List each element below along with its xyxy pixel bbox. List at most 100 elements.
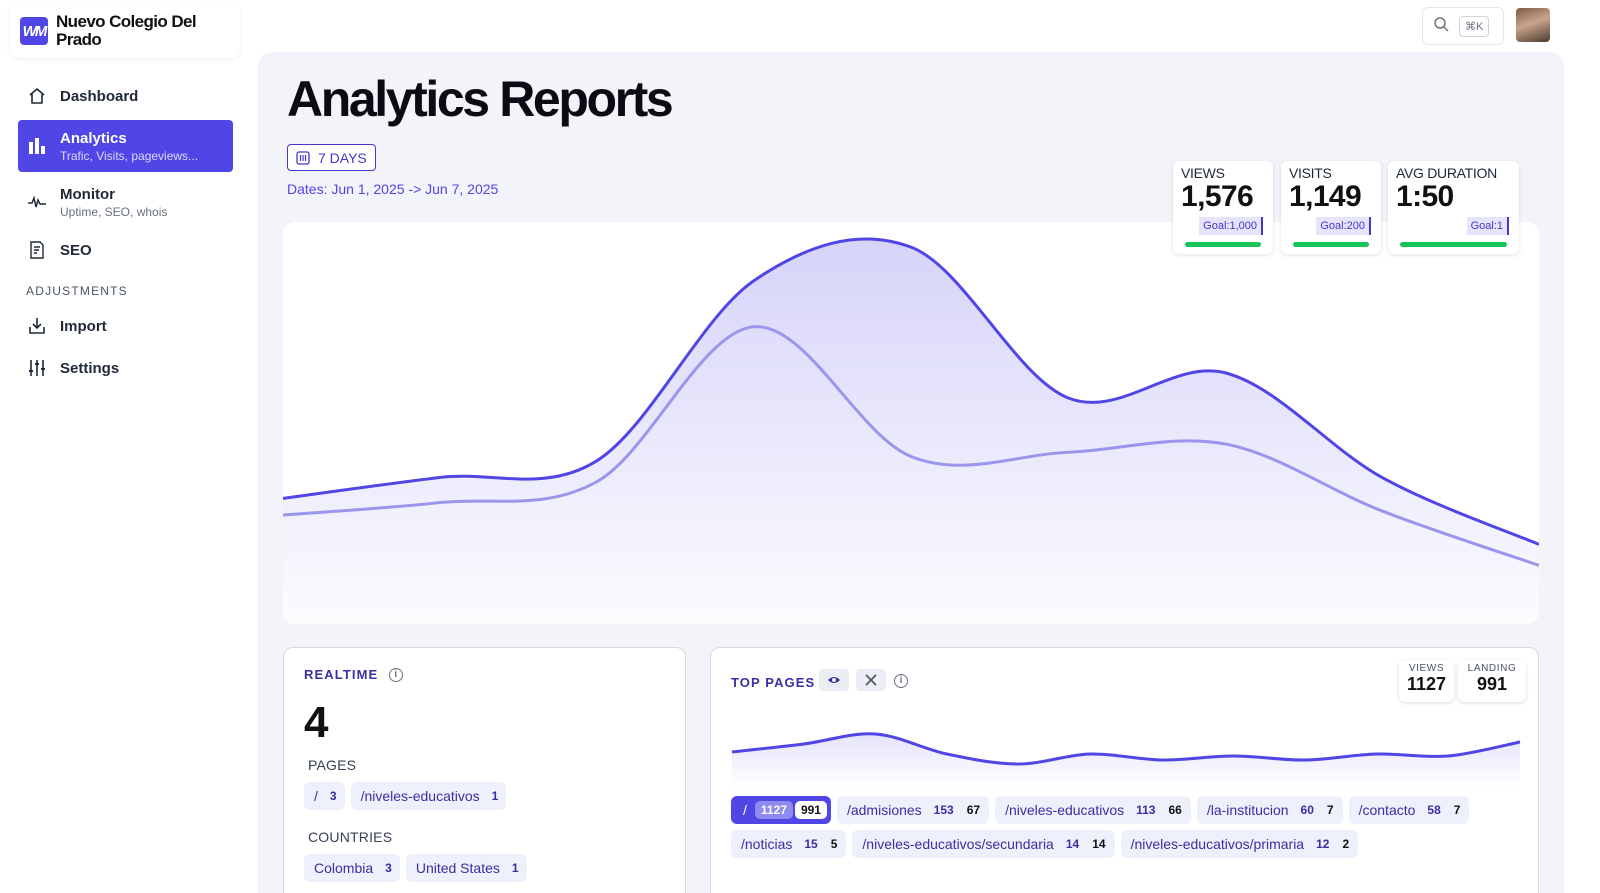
info-icon[interactable]: i [388, 667, 403, 682]
realtime-page-chip[interactable]: /niveles-educativos 1 [350, 782, 507, 810]
stat-card-avg-duration[interactable]: AVG DURATION 1:50 Goal:1 [1388, 161, 1519, 254]
avatar[interactable] [1516, 8, 1550, 42]
page-chip[interactable]: / 1127 991 [731, 796, 831, 824]
page-chip[interactable]: /niveles-educativos 113 66 [995, 796, 1191, 824]
sidebar: WM Nuevo Colegio Del Prado Dashboard Ana… [0, 0, 250, 893]
stat-label: AVG DURATION [1396, 165, 1497, 181]
brand-logo: WM [20, 17, 48, 45]
sidebar-nav: Dashboard Analytics Trafic, Visits, page… [18, 78, 233, 392]
chip-label: /la-institucion [1206, 802, 1289, 818]
page-chip[interactable]: /noticias 15 5 [731, 830, 847, 858]
sidebar-item-dashboard[interactable]: Dashboard [18, 78, 233, 114]
shortcut-hint: ⌘K [1459, 15, 1490, 37]
stat-progress [1185, 242, 1261, 247]
countries-label: COUNTRIES [308, 829, 393, 845]
country-chip[interactable]: United States 1 [405, 854, 527, 882]
sidebar-item-settings[interactable]: Settings [18, 350, 233, 386]
series-area-1 [283, 238, 1539, 624]
chip-landing: 66 [1168, 803, 1182, 817]
traffic-chart [283, 222, 1539, 624]
chip-label: /niveles-educativos [1005, 802, 1125, 818]
top-pages-title: TOP PAGES [731, 675, 816, 690]
sidebar-item-label: Monitor [60, 185, 115, 203]
top-pages-card: TOP PAGES i VIEWS 1127 LANDING 991 / 1127… [710, 647, 1539, 893]
chip-landing: 5 [830, 837, 838, 851]
chip-landing: 14 [1092, 837, 1106, 851]
stat-value: 1,149 [1289, 180, 1362, 213]
chip-label: /contacto [1358, 802, 1416, 818]
stat-card-views[interactable]: VIEWS 1,576 Goal:1,000 [1173, 161, 1273, 254]
mini-stat-label: LANDING [1467, 663, 1517, 674]
chip-label: / [743, 802, 747, 818]
chip-count: 1 [511, 861, 519, 875]
chip-views: 12 [1316, 837, 1330, 851]
realtime-countries: Colombia 3 United States 1 [304, 854, 533, 882]
mini-stat-value: 991 [1476, 674, 1508, 694]
series-line-2 [283, 325, 1539, 567]
chip-label: /niveles-educativos/primaria [1130, 836, 1305, 852]
chip-label: Colombia [314, 860, 374, 876]
country-chip[interactable]: Colombia 3 [304, 854, 400, 882]
toggle-views-button[interactable] [819, 669, 849, 691]
sidebar-item-sublabel: Uptime, SEO, whois [60, 204, 168, 219]
stat-goal: Goal:1 [1466, 217, 1509, 235]
stat-label: VISITS [1289, 165, 1332, 181]
realtime-page-chip[interactable]: /3 [304, 782, 345, 810]
date-range-text: Dates: Jun 1, 2025 -> Jun 7, 2025 [287, 181, 499, 197]
series-line-1 [283, 237, 1539, 546]
stat-goal: Goal:1,000 [1199, 217, 1263, 235]
chip-label: /niveles-educativos [360, 788, 480, 804]
chip-landing: 2 [1342, 837, 1350, 851]
chip-views: 113 [1136, 803, 1156, 817]
page-chip[interactable]: /admisiones 153 67 [836, 796, 990, 824]
chip-landing: 7 [1326, 803, 1334, 817]
sidebar-item-label: Analytics [60, 129, 127, 147]
clear-filter-button[interactable] [856, 669, 886, 691]
search-button[interactable]: ⌘K [1422, 7, 1504, 45]
top-pages-row-2: /noticias 15 5 /niveles-educativos/secunda… [731, 830, 1364, 858]
realtime-count: 4 [304, 698, 329, 747]
sidebar-item-seo[interactable]: SEO [18, 232, 233, 268]
sidebar-item-analytics[interactable]: Analytics Trafic, Visits, pageviews... [18, 120, 233, 172]
page-chip[interactable]: /contacto 58 7 [1348, 796, 1470, 824]
page-chip[interactable]: /niveles-educativos/secundaria 14 14 [852, 830, 1115, 858]
pulse-icon [26, 191, 48, 213]
page-chip[interactable]: /niveles-educativos/primaria 12 2 [1120, 830, 1359, 858]
chip-views: 1127 [754, 801, 793, 819]
sidebar-item-monitor[interactable]: Monitor Uptime, SEO, whois [18, 178, 233, 226]
stat-progress [1400, 242, 1507, 247]
chip-label: /admisiones [846, 802, 922, 818]
sparkline-line [731, 732, 1521, 766]
realtime-pages: /3 /niveles-educativos 1 [304, 782, 512, 810]
sliders-icon [26, 357, 48, 379]
chip-views: 58 [1427, 803, 1441, 817]
top-pages-sparkline [731, 732, 1521, 788]
stat-card-visits[interactable]: VISITS 1,149 Goal:200 [1281, 161, 1381, 254]
chip-label: /noticias [741, 836, 793, 852]
stat-progress [1293, 242, 1369, 247]
sidebar-item-label: Import [60, 317, 107, 335]
eye-icon [828, 677, 840, 683]
chip-views: 60 [1300, 803, 1314, 817]
date-range-button[interactable]: 7 DAYS [287, 144, 376, 171]
top-pages-landing: LANDING 991 [1458, 660, 1526, 702]
traffic-chart-svg [283, 237, 1539, 624]
calendar-icon [296, 150, 310, 165]
brand[interactable]: WM Nuevo Colegio Del Prado [10, 4, 240, 58]
chip-views: 15 [804, 837, 818, 851]
document-edit-icon [26, 239, 48, 261]
sidebar-item-label: SEO [60, 241, 92, 259]
close-icon [865, 674, 877, 686]
chip-landing: 991 [794, 801, 827, 819]
page-chip[interactable]: /la-institucion 60 7 [1196, 796, 1343, 824]
import-icon [26, 315, 48, 337]
info-icon[interactable]: i [894, 674, 908, 688]
chip-views: 14 [1065, 837, 1080, 851]
search-icon [1433, 16, 1449, 37]
sidebar-item-import[interactable]: Import [18, 308, 233, 344]
chip-label: United States [415, 860, 500, 876]
chip-count: 3 [385, 861, 392, 875]
page-title: Analytics Reports [287, 71, 674, 127]
chip-count: 3 [329, 789, 337, 803]
chip-label: /niveles-educativos/secundaria [862, 836, 1054, 852]
